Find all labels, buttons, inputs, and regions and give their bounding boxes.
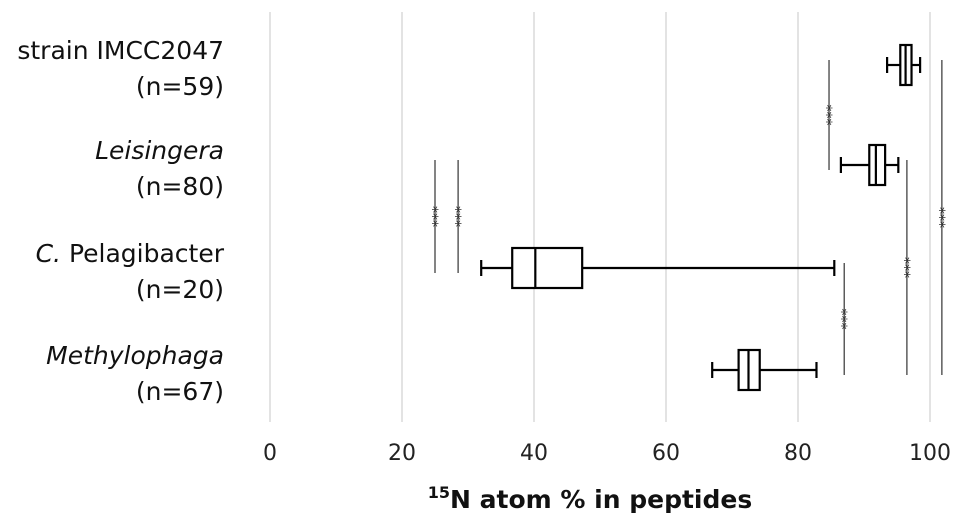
- category-name-italic: Leisingera: [95, 136, 224, 165]
- category-labels: strain IMCC2047 (n=59) Leisingera (n=80) C. …: [17, 36, 224, 406]
- x-tick-label: 40: [520, 441, 548, 466]
- x-tick-labels: 0 20 40 60 80 100: [263, 441, 951, 466]
- category-name-text: strain IMCC2047: [17, 36, 224, 65]
- x-axis-label-text: N atom % in peptides: [450, 485, 752, 514]
- category-n-label: (n=80): [136, 172, 224, 201]
- box-iqr: [868, 143, 887, 187]
- category-n-label: (n=59): [136, 72, 224, 101]
- x-tick-label: 100: [909, 441, 951, 466]
- category-name-suffix: Pelagibacter: [61, 239, 225, 268]
- box-iqr: [511, 246, 584, 290]
- category-n-label: (n=20): [136, 275, 224, 304]
- box-3: [711, 348, 818, 392]
- category-name-italic: C.: [36, 239, 61, 268]
- gridlines: [269, 12, 931, 422]
- x-tick-label: 60: [652, 441, 680, 466]
- x-axis-label-superscript: 15: [428, 483, 450, 502]
- significance-label: ***: [424, 206, 440, 227]
- category-name: Methylophaga: [46, 341, 224, 370]
- box-0: [885, 43, 922, 87]
- significance-label: ***: [896, 257, 912, 278]
- category-name: Leisingera: [95, 136, 224, 165]
- significance-label: ***: [931, 207, 947, 228]
- x-tick-label: 0: [263, 441, 277, 466]
- significance-label: ***: [447, 206, 463, 227]
- x-tick-label: 80: [784, 441, 812, 466]
- significance-label: ***: [833, 309, 849, 330]
- x-tick-label: 20: [388, 441, 416, 466]
- box-series: [480, 43, 922, 392]
- category-name-italic: Methylophaga: [46, 341, 224, 370]
- box-2: [480, 246, 836, 290]
- significance-label: ***: [818, 105, 834, 126]
- category-name: C. Pelagibacter: [36, 239, 225, 268]
- category-n-label: (n=67): [136, 377, 224, 406]
- box-1: [839, 143, 900, 187]
- category-name: strain IMCC2047: [17, 36, 224, 65]
- x-axis-label: 15N atom % in peptides: [428, 483, 752, 514]
- significance-brackets: *** *** *** *** *** ***: [424, 60, 947, 375]
